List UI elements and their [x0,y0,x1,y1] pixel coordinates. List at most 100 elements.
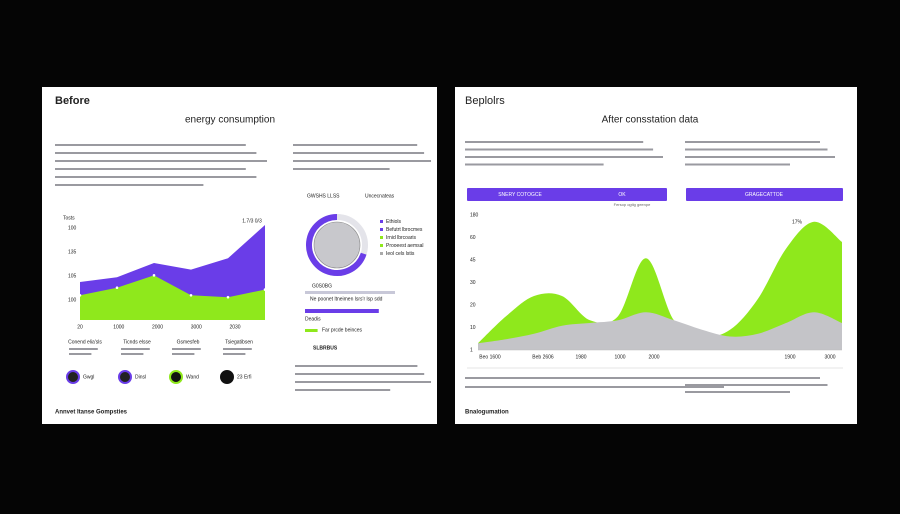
title: After consstation data [602,115,699,126]
x-tick-label: Beb 2606 [532,354,554,360]
area [80,275,265,320]
text-line [685,148,828,151]
legend-swatch [380,244,383,247]
stat-label: Tsiegatibsen [225,339,253,345]
text-line [55,176,257,178]
text-line [223,353,246,355]
text-line [293,168,390,170]
section-title: SLBRBUS [313,345,338,351]
heading: Beplolrs [465,95,505,107]
bar [305,291,395,294]
text-line [295,389,391,391]
heading: Before [55,95,90,107]
text-line [55,160,267,162]
text-line [55,168,246,170]
badge-icon [66,370,80,384]
x-tick-label: 3000 [824,354,835,360]
legend-label: Befutrt lbrocmes [386,227,423,233]
legend-label: Ethiols [386,219,402,225]
text-line [465,148,654,151]
footer: Annvet Itanse Gompsties [55,410,128,416]
badge-label: Gwgl [83,374,94,380]
button-label[interactable]: OK [618,192,626,198]
y-tick-label: 135 [68,249,77,255]
point [189,294,193,297]
y-tick-label: 60 [470,235,476,241]
x-tick-label: 2030 [229,324,240,330]
text-line [685,141,820,143]
y-tick-label: 105 [68,273,77,279]
y-tick-label: 45 [470,257,476,263]
stat-label: Ticnds elsse [123,339,151,345]
text-line [121,353,144,355]
text-line [685,163,790,166]
stat-label: Gsmesfeb [177,339,200,345]
bar-label: Deadis [305,316,321,322]
corner-label: 1.7/3 0/3 [242,218,262,224]
text-line [293,144,418,146]
text-line [295,373,425,375]
y-axis-label: Tosts [63,215,75,221]
y-tick-label: 100 [68,225,77,231]
point [152,274,156,277]
footer: Bnalogumation [465,410,509,416]
donut-center [313,221,361,269]
legend-label: Irnid lbrcoaris [386,235,417,241]
text-line [69,348,98,350]
button-label[interactable]: GRAGECATTOE [745,192,784,198]
y-tick-label: 10 [470,325,476,331]
corner-label: 17% [792,219,803,225]
y-tick-label: 180 [470,212,479,218]
badge-icon [169,370,183,384]
x-tick-label: 20 [77,324,83,330]
bar [305,329,318,332]
y-tick-label: 1 [470,347,473,353]
text-line [121,348,150,350]
text-line [55,144,246,146]
text-line [465,386,724,388]
legend-swatch [380,228,383,231]
bar-label: Far prcde beinces [322,327,363,333]
bar-label: Ne poonet ltneimen lsrs'r lsp sdd [310,296,383,302]
text-line [69,353,92,355]
text-line [685,156,835,158]
area [478,221,842,350]
button-label[interactable]: SNERY COTOGCE [498,192,542,198]
point [226,295,230,299]
x-tick-label: 3000 [191,324,202,330]
button[interactable] [467,188,667,201]
text-line [685,377,820,379]
text-line [55,152,257,154]
text-line [223,348,252,350]
stat-label: Conend elia'sls [68,339,102,345]
x-tick-label: 1000 [113,324,124,330]
point [78,294,82,297]
badge-label: Wand [186,374,199,380]
legend-swatch [380,252,383,255]
legend-label: Ieol cels lstis [386,251,415,257]
badge-icon [220,370,234,384]
text-line [172,353,195,355]
bar [305,309,379,313]
text-line [465,377,798,379]
y-tick-label: 100 [68,297,77,303]
y-tick-label: 30 [470,280,476,286]
bars-title: G0S0BG [312,283,332,289]
x-tick-label: 2000 [648,354,659,360]
x-tick-label: 1980 [575,354,586,360]
text-line [465,141,644,143]
text-line [685,384,828,386]
donut-label: GWSHS LLSS [307,193,340,199]
badge-label: Dinsl [135,374,146,380]
caption: Fersop ogtig geenpe [614,202,651,207]
text-line [465,163,604,166]
text-line [295,381,431,383]
y-tick-label: 20 [470,302,476,308]
x-tick-label: 1900 [784,354,795,360]
button[interactable] [686,188,843,201]
legend-swatch [380,220,383,223]
x-tick-label: Beo 1600 [479,354,501,360]
text-line [293,152,425,154]
point [263,288,267,291]
